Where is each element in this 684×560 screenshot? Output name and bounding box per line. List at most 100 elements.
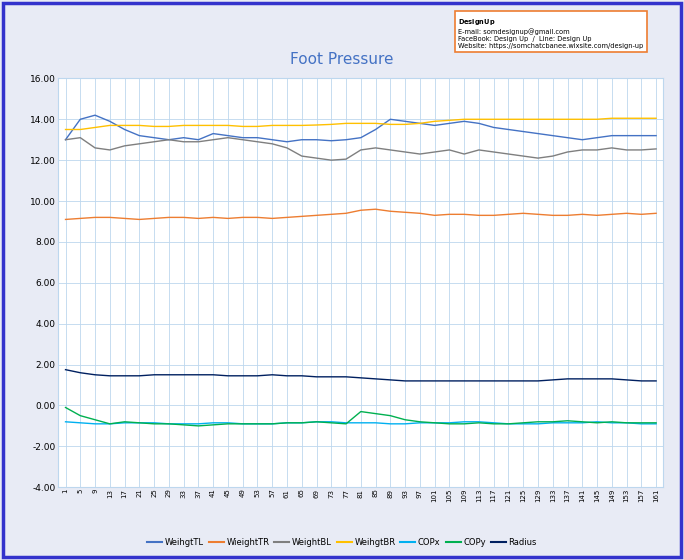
Radius — [490, 377, 498, 384]
WeightBL — [91, 144, 99, 151]
WieightTR — [578, 211, 586, 218]
WeightBL — [76, 134, 84, 141]
COPx — [224, 419, 232, 426]
WeightBL — [607, 144, 616, 151]
WeihgtTL — [76, 116, 84, 123]
WeihgtTL — [313, 137, 321, 143]
WieightTR — [179, 214, 187, 221]
WieightTR — [327, 211, 335, 218]
WeightBL — [519, 153, 527, 160]
Radius — [253, 372, 261, 379]
COPy — [549, 418, 557, 425]
WeihgtTL — [637, 132, 646, 139]
WeihgtTL — [401, 118, 409, 125]
COPy — [283, 419, 291, 426]
WeightBL — [106, 147, 114, 153]
WeihgtBR — [283, 122, 291, 129]
COPx — [607, 419, 616, 426]
COPx — [268, 421, 276, 427]
COPx — [593, 418, 601, 425]
COPy — [564, 417, 572, 424]
WieightTR — [386, 208, 395, 214]
Radius — [607, 376, 616, 382]
COPx — [430, 419, 438, 426]
WeihgtBR — [224, 122, 232, 129]
COPy — [607, 418, 616, 425]
WeihgtTL — [430, 122, 438, 129]
WeihgtTL — [357, 134, 365, 141]
COPx — [445, 419, 453, 426]
WeihgtTL — [253, 134, 261, 141]
WeihgtTL — [519, 128, 527, 135]
WeightBL — [253, 138, 261, 145]
WeihgtBR — [194, 122, 202, 129]
WeightBL — [209, 137, 218, 143]
WeightBL — [578, 147, 586, 153]
WeihgtBR — [386, 121, 395, 128]
COPx — [534, 421, 542, 427]
WeightBL — [430, 148, 438, 155]
COPy — [637, 419, 646, 426]
WeihgtTL — [386, 116, 395, 123]
WieightTR — [253, 214, 261, 221]
WeightBL — [445, 147, 453, 153]
Radius — [416, 377, 424, 384]
WeightBL — [460, 151, 469, 157]
Radius — [357, 375, 365, 381]
Radius — [165, 371, 173, 378]
COPy — [91, 417, 99, 423]
WieightTR — [652, 210, 660, 217]
WieightTR — [357, 207, 365, 213]
WeihgtBR — [239, 123, 247, 130]
WeightBL — [386, 147, 395, 153]
COPy — [313, 418, 321, 425]
COPx — [371, 419, 380, 426]
WeihgtTL — [224, 132, 232, 139]
WeihgtTL — [150, 134, 158, 141]
Radius — [268, 371, 276, 378]
COPx — [76, 419, 84, 426]
Radius — [386, 376, 395, 383]
Text: Foot Pressure: Foot Pressure — [290, 52, 394, 67]
COPy — [342, 421, 350, 427]
WieightTR — [593, 212, 601, 219]
Radius — [430, 377, 438, 384]
Radius — [578, 376, 586, 382]
WeihgtBR — [120, 122, 129, 129]
WeightBL — [239, 137, 247, 143]
WeihgtBR — [519, 116, 527, 123]
WeightBL — [357, 147, 365, 153]
WieightTR — [91, 214, 99, 221]
Radius — [342, 374, 350, 380]
COPx — [401, 421, 409, 427]
Radius — [76, 370, 84, 376]
WeihgtTL — [593, 134, 601, 141]
Radius — [593, 376, 601, 382]
WeihgtTL — [209, 130, 218, 137]
WeightBL — [401, 148, 409, 155]
WeightBL — [342, 156, 350, 162]
WeihgtBR — [549, 116, 557, 123]
COPy — [622, 419, 631, 426]
WeihgtTL — [298, 137, 306, 143]
WeihgtBR — [401, 121, 409, 128]
COPx — [519, 421, 527, 427]
COPx — [357, 419, 365, 426]
COPy — [534, 418, 542, 425]
WieightTR — [504, 211, 512, 218]
COPy — [416, 418, 424, 425]
WeihgtTL — [652, 132, 660, 139]
COPx — [386, 421, 395, 427]
COPx — [490, 419, 498, 426]
COPy — [357, 408, 365, 415]
WeihgtBR — [622, 115, 631, 122]
WeightBL — [298, 153, 306, 160]
WieightTR — [165, 214, 173, 221]
COPy — [76, 412, 84, 419]
Radius — [209, 371, 218, 378]
Line: Radius: Radius — [66, 370, 656, 381]
Radius — [519, 377, 527, 384]
WeihgtTL — [91, 112, 99, 119]
WeihgtTL — [62, 137, 70, 143]
COPy — [430, 419, 438, 426]
